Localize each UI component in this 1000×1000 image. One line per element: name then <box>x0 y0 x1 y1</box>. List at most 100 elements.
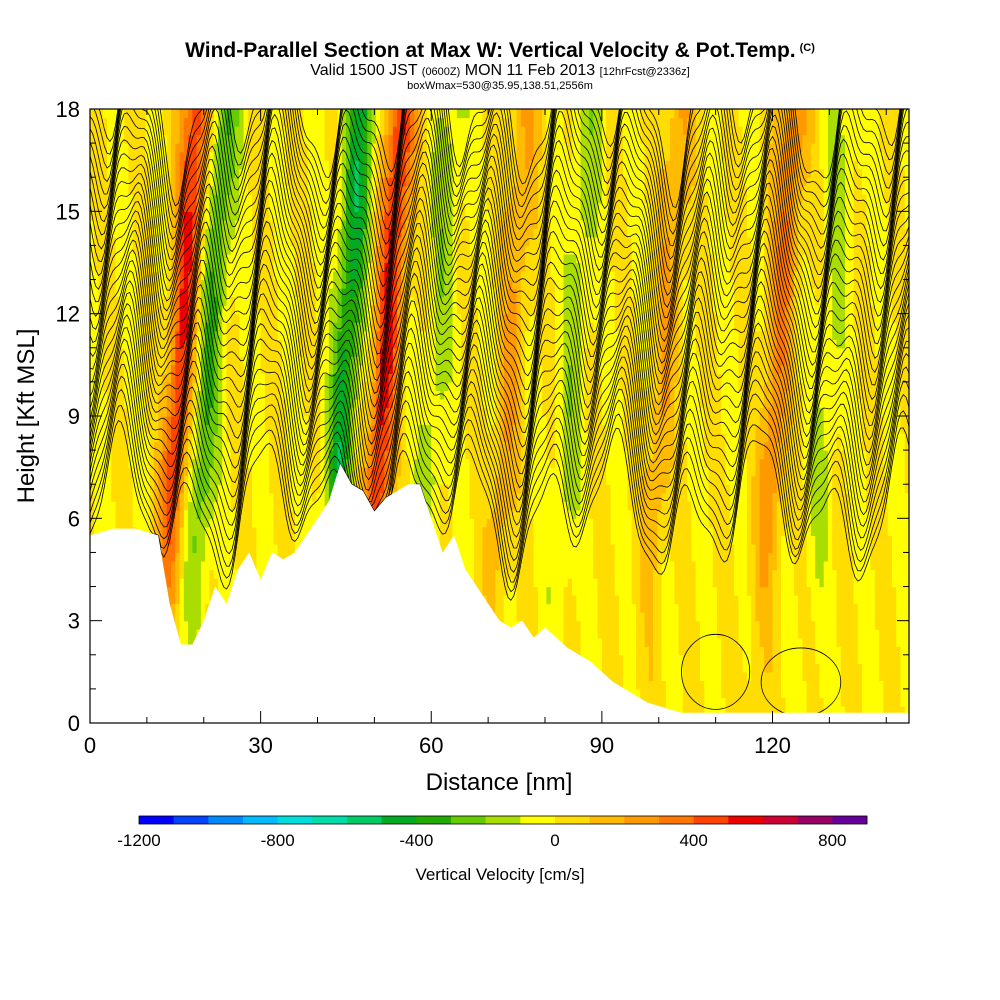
vv-cell <box>380 407 385 417</box>
vv-cell <box>235 330 240 340</box>
vv-cell <box>286 262 292 272</box>
vv-cell <box>299 177 304 187</box>
vv-cell <box>294 467 300 477</box>
vv-cell <box>98 390 104 400</box>
vv-cell <box>111 475 117 485</box>
vv-cell <box>286 228 292 238</box>
vv-cell <box>179 313 185 323</box>
vv-cell <box>252 228 257 238</box>
vv-cell <box>94 518 100 528</box>
vv-cell <box>311 381 317 392</box>
vv-cell <box>128 262 134 272</box>
vv-cell <box>316 236 321 247</box>
vv-cell <box>166 450 172 460</box>
vv-cell <box>260 433 266 443</box>
vv-cell <box>107 151 112 161</box>
vv-cell <box>273 509 279 519</box>
vv-cell <box>226 441 232 451</box>
vv-cell <box>350 194 356 204</box>
vv-cell <box>290 117 296 127</box>
vv-cell <box>200 612 206 622</box>
vv-cell <box>247 296 253 306</box>
vv-cell <box>230 526 236 536</box>
vv-cell <box>217 518 223 528</box>
vv-cell <box>149 185 155 195</box>
vv-cell <box>290 211 296 221</box>
vv-cell <box>333 339 339 349</box>
vv-cell <box>217 569 223 579</box>
vv-cell <box>256 492 262 502</box>
vv-cell <box>149 143 155 153</box>
vv-cell <box>354 407 360 417</box>
vv-cell <box>375 458 381 468</box>
vv-cell <box>230 450 236 460</box>
vv-cell <box>307 518 313 528</box>
vv-cell <box>141 330 147 340</box>
vv-cell <box>371 364 377 374</box>
vv-cell <box>286 134 292 144</box>
vv-cell <box>324 168 330 178</box>
vv-cell <box>375 262 381 272</box>
vv-cell <box>375 236 381 247</box>
vv-cell <box>367 160 373 170</box>
vv-cell <box>260 398 266 409</box>
vv-cell <box>337 245 343 255</box>
vv-cell <box>98 441 104 451</box>
vv-cell <box>124 279 129 289</box>
vv-cell <box>226 202 232 212</box>
vv-cell <box>200 543 206 554</box>
vv-cell <box>183 330 189 340</box>
vv-cell <box>350 330 356 340</box>
vv-cell <box>141 194 147 204</box>
vv-cell <box>311 450 317 460</box>
vv-cell <box>111 109 117 119</box>
vv-cell <box>171 211 176 221</box>
vv-cell <box>328 168 334 178</box>
vv-cell <box>183 228 189 238</box>
vv-cell <box>175 501 181 511</box>
vv-cell <box>107 185 112 195</box>
vv-cell <box>230 407 236 417</box>
vv-cell <box>200 586 206 596</box>
vv-cell <box>324 416 330 426</box>
vv-cell <box>316 185 321 195</box>
vv-cell <box>175 219 181 229</box>
vv-cell <box>102 518 108 528</box>
vv-cell <box>222 279 228 289</box>
vv-cell <box>175 560 181 571</box>
vv-cell <box>367 245 373 255</box>
vv-cell <box>303 492 309 502</box>
vv-cell <box>102 322 108 332</box>
vv-cell <box>209 117 215 127</box>
vv-cell <box>145 143 151 153</box>
vv-cell <box>235 296 240 306</box>
vv-cell <box>183 450 189 460</box>
vv-cell <box>196 109 202 119</box>
vv-cell <box>205 424 211 434</box>
vv-cell <box>188 492 193 502</box>
vv-cell <box>153 202 159 212</box>
vv-cell <box>290 509 296 519</box>
vv-cell <box>94 288 100 298</box>
vv-cell <box>354 347 360 357</box>
vv-cell <box>363 185 368 195</box>
vv-cell <box>235 253 240 264</box>
vv-cell <box>188 433 193 443</box>
vv-cell <box>200 416 206 426</box>
vv-cell <box>252 484 257 494</box>
vv-cell <box>90 185 95 195</box>
vv-cell <box>239 526 245 536</box>
vv-cell <box>188 586 193 596</box>
vv-cell <box>277 535 283 545</box>
vv-cell <box>162 535 168 545</box>
vv-cell <box>264 416 270 426</box>
vv-cell <box>179 245 185 255</box>
vv-cell <box>158 458 164 468</box>
vv-cell <box>328 177 334 187</box>
vv-cell <box>128 484 134 494</box>
vv-cell <box>94 398 100 409</box>
vv-cell <box>162 322 168 332</box>
vv-cell <box>294 518 300 528</box>
vv-cell <box>269 253 275 264</box>
vv-cell <box>196 143 202 153</box>
